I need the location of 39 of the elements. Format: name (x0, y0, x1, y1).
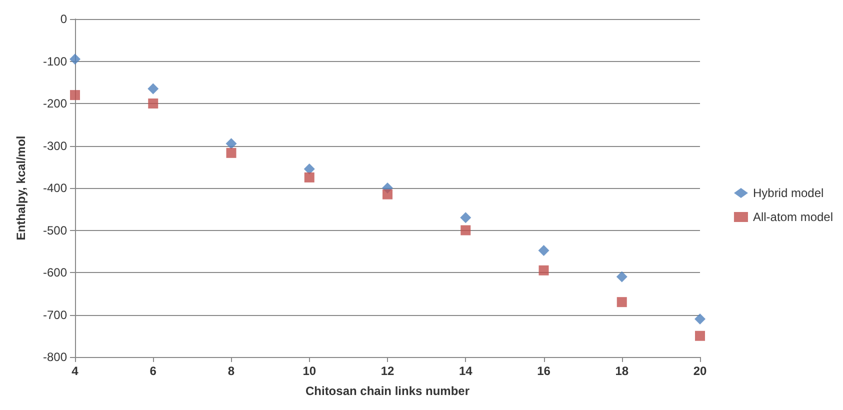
legend-label: All-atom model (752, 210, 834, 224)
point (304, 163, 315, 174)
point (148, 98, 158, 108)
y-tick-label: -100 (42, 54, 68, 68)
y-tick-label: -200 (42, 96, 68, 110)
point (616, 297, 627, 308)
point (382, 189, 392, 200)
point (616, 271, 628, 282)
x-tick-label: 14 (458, 364, 473, 378)
x-tick-label: 12 (380, 364, 394, 378)
point (70, 90, 80, 100)
y-tick-label: -800 (42, 350, 68, 364)
point (460, 225, 471, 236)
y-axis-title: Enthalpy, kcal/mol (14, 136, 28, 240)
y-tick-label: -600 (42, 266, 68, 280)
point (226, 148, 236, 158)
point (694, 313, 706, 324)
y-tick-label: -700 (42, 308, 68, 322)
y-tick-label: 0 (60, 12, 68, 26)
x-tick-label: 10 (302, 364, 316, 378)
x-tick-label: 16 (537, 364, 551, 378)
point (538, 245, 550, 256)
point (695, 330, 705, 341)
x-tick-label: 8 (228, 364, 235, 378)
point (304, 172, 314, 182)
x-axis-title: Chitosan chain links number (305, 384, 470, 398)
y-tick-label: -400 (42, 181, 68, 195)
y-tick-label: -500 (42, 223, 68, 238)
legend-label: Hybrid model (752, 186, 824, 200)
x-tick-label: 4 (72, 364, 79, 378)
point (538, 265, 549, 276)
x-tick-label: 18 (615, 364, 629, 378)
x-tick-label: 20 (693, 364, 707, 378)
point (460, 212, 472, 224)
y-tick-label: -300 (42, 138, 68, 153)
x-tick-label: 6 (150, 364, 157, 378)
point (148, 83, 159, 94)
point (226, 138, 237, 150)
point (70, 54, 80, 65)
